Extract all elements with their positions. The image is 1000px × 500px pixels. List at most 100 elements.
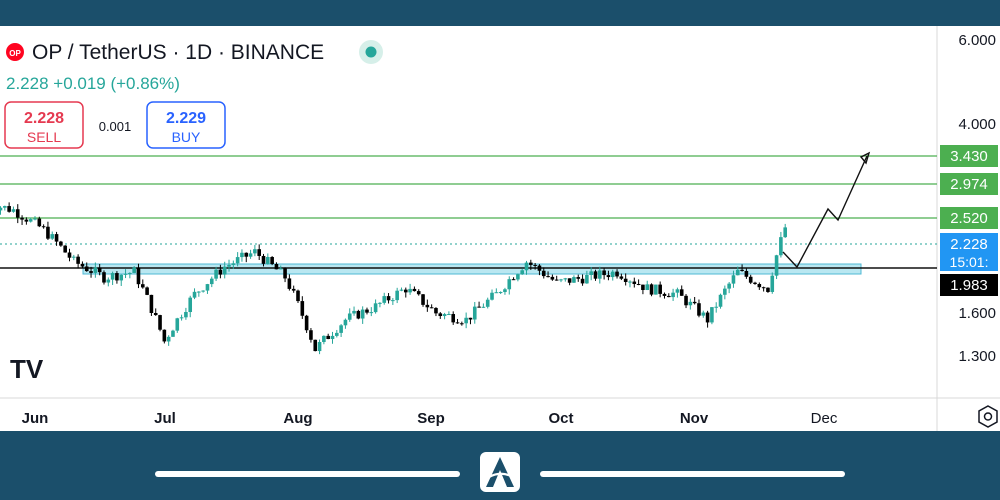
chart-settings-icon[interactable] [978,405,998,428]
candle-body [369,312,374,314]
sell-button[interactable] [4,101,84,149]
candle-body [675,289,680,293]
candle-body [710,307,714,323]
candle-body [304,315,309,331]
candle-body [529,262,533,265]
candle-body [222,266,227,275]
candle-body [244,252,249,257]
sell-price: 2.228 [24,110,64,127]
candle-body [649,284,654,295]
candle-body [197,291,201,293]
candle-body [455,322,460,324]
candle-body [33,218,37,220]
candle-body [666,295,671,298]
candle-body [679,289,684,296]
candle-body [128,272,132,274]
candle-body [684,295,688,306]
candle-body [740,269,744,271]
candle-body [438,313,443,317]
candle-body [477,306,481,308]
buy-price: 2.229 [166,110,206,127]
candle-body [149,294,154,313]
candle-body [257,249,261,256]
candle-body [326,335,330,340]
candle-body [240,252,244,258]
candle-body [774,255,779,276]
candle-body [37,218,42,227]
candle-body [658,284,662,294]
candle-body [378,302,382,304]
candle-body [41,226,46,228]
candle-body [606,275,611,278]
candle-body [671,292,675,298]
candle-body [490,292,494,300]
time-label-aug: Aug [283,410,312,427]
candle-body [494,292,499,294]
candle-body [705,312,710,323]
candle-body [533,264,537,266]
candle-body [136,267,141,285]
candle-body [50,234,55,239]
top-bar [0,0,1000,26]
candle-body [602,270,606,276]
candle-body [576,277,581,279]
candle-body [291,288,296,291]
price-chart[interactable]: OP OP / TetherUS · 1D · BINANCE 2.228 +0… [0,26,1000,431]
candle-body [330,335,335,340]
symbol-title[interactable]: OP / TetherUS · 1D · BINANCE [32,41,324,64]
time-label-sep: Sep [417,410,445,427]
candle-body [97,267,102,273]
candle-body [460,323,464,325]
candle-body [365,309,369,313]
candle-body [235,257,240,264]
candle-body [343,319,348,326]
candle-body [727,283,731,289]
candle-body [701,312,706,316]
candle-series [0,202,787,355]
candle-body [192,291,197,298]
candle-body [335,332,339,336]
candle-body [205,284,210,291]
candle-body [179,317,184,319]
candle-body [0,207,3,211]
candle-body [322,335,326,343]
candle-body [464,317,468,324]
candle-body [3,206,7,208]
candle-body [395,290,399,301]
candle-body [524,262,529,271]
candle-body [7,206,11,212]
buy-button[interactable] [146,101,226,149]
price-tick-6000: 6.000 [958,32,996,49]
candle-body [498,292,503,294]
bottom-divider-right [540,471,845,477]
candle-body [425,304,430,308]
candle-body [11,209,16,212]
op-coin-icon-label: OP [9,49,21,58]
candle-body [162,329,167,342]
level-label-2520-text: 2.520 [950,210,988,227]
candle-body [697,303,701,316]
buy-label: BUY [172,129,201,145]
candle-body [171,330,175,337]
candle-body [347,313,352,320]
level-label-3430 [940,145,998,167]
price-tick-1600: 1.600 [958,305,996,322]
tradingview-logo[interactable]: TV [10,354,44,384]
candle-body [779,237,783,256]
candle-body [735,269,740,276]
candle-body [654,284,658,295]
candle-body [46,226,50,239]
candle-body [481,306,486,308]
candle-body [623,278,628,282]
projection-arrowhead [859,151,871,165]
candle-body [153,312,158,316]
price-tick-4000: 4.000 [958,116,996,133]
current-price-tag-text: 2.228 [950,236,988,253]
candle-body [757,283,762,288]
candle-body [598,270,602,279]
candle-body [783,227,787,238]
candle-body [89,271,93,273]
candle-body [132,267,136,273]
candle-body [317,342,322,352]
candle-body [283,268,287,279]
